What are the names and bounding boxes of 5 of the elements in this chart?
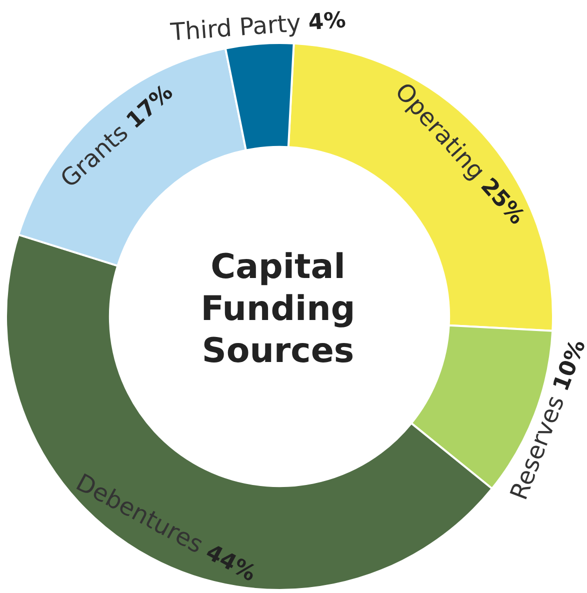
- slice-label: Third Party: [168, 8, 310, 46]
- data-label: 4%: [308, 8, 347, 36]
- data-label: 10%: [548, 336, 587, 395]
- data-label: 44%: [202, 540, 260, 587]
- text: Capital Funding Sources: [200, 246, 356, 372]
